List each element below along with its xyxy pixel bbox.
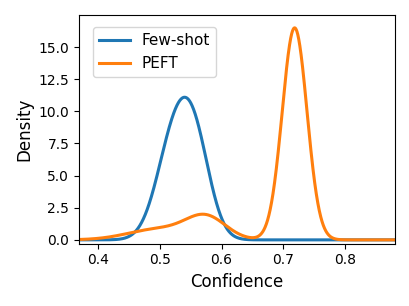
Few-shot: [92, 238, 97, 242]
PEFT: [382, 238, 387, 242]
Few-shot: [382, 238, 387, 242]
Few-shot: [391, 238, 396, 242]
PEFT: [391, 238, 396, 242]
PEFT: [325, 232, 330, 236]
Y-axis label: Density: Density: [15, 98, 33, 161]
PEFT: [221, 222, 226, 226]
Few-shot: [230, 233, 235, 237]
Few-shot: [221, 222, 226, 226]
Legend: Few-shot, PEFT: Few-shot, PEFT: [93, 27, 216, 77]
X-axis label: Confidence: Confidence: [190, 273, 283, 291]
PEFT: [76, 238, 81, 241]
PEFT: [292, 26, 297, 30]
Line: PEFT: PEFT: [79, 28, 394, 240]
Few-shot: [325, 238, 330, 242]
Few-shot: [76, 238, 81, 242]
PEFT: [92, 237, 97, 241]
PEFT: [382, 238, 387, 242]
Few-shot: [382, 238, 387, 242]
Few-shot: [182, 95, 187, 99]
PEFT: [229, 229, 234, 232]
Line: Few-shot: Few-shot: [79, 97, 394, 240]
